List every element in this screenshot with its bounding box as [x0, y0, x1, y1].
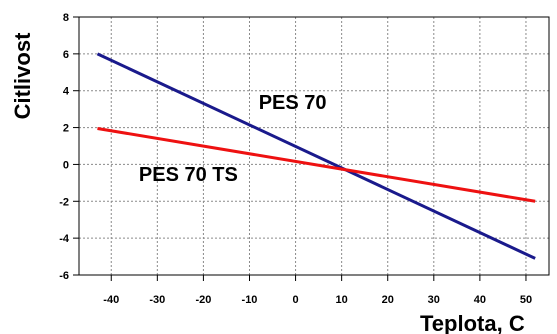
x-tick-label: 0	[293, 294, 299, 306]
y-axis-ticks: 8 6 4 2 0 -2 -4 -6	[59, 12, 79, 282]
y-tick-label: -6	[59, 270, 69, 282]
y-tick-label: 4	[63, 86, 70, 98]
x-tick-label: 50	[520, 294, 532, 306]
series-lines	[96, 52, 536, 260]
x-tick-label: -40	[103, 294, 119, 306]
y-tick-label: 8	[63, 12, 69, 24]
x-tick-label: 30	[428, 294, 440, 306]
plot-area-frame	[78, 16, 550, 276]
series-label-1: PES 70	[259, 92, 327, 114]
x-tick-label: -10	[242, 294, 258, 306]
grid	[79, 16, 549, 276]
y-tick-label: -2	[59, 196, 69, 208]
y-axis-title: Citlivost	[10, 32, 35, 119]
series-labels: PES 70 PES 70 TS	[139, 92, 327, 186]
x-tick-label: 10	[336, 294, 348, 306]
series-line-1	[96, 52, 536, 260]
series-line-2	[97, 127, 536, 203]
x-tick-label: 40	[474, 294, 486, 306]
y-tick-label: 2	[63, 123, 69, 135]
y-tick-label: 0	[63, 159, 69, 171]
x-tick-label: -20	[195, 294, 211, 306]
x-tick-label: 20	[382, 294, 394, 306]
y-tick-label: 6	[63, 49, 69, 61]
x-axis-title: Teplota, C	[420, 311, 525, 334]
x-axis-ticks: -40 -30 -20 -10 0 10 20 30 40 50	[103, 275, 532, 306]
y-tick-label: -4	[59, 233, 70, 245]
x-tick-label: -30	[149, 294, 165, 306]
series-label-2: PES 70 TS	[139, 164, 238, 186]
